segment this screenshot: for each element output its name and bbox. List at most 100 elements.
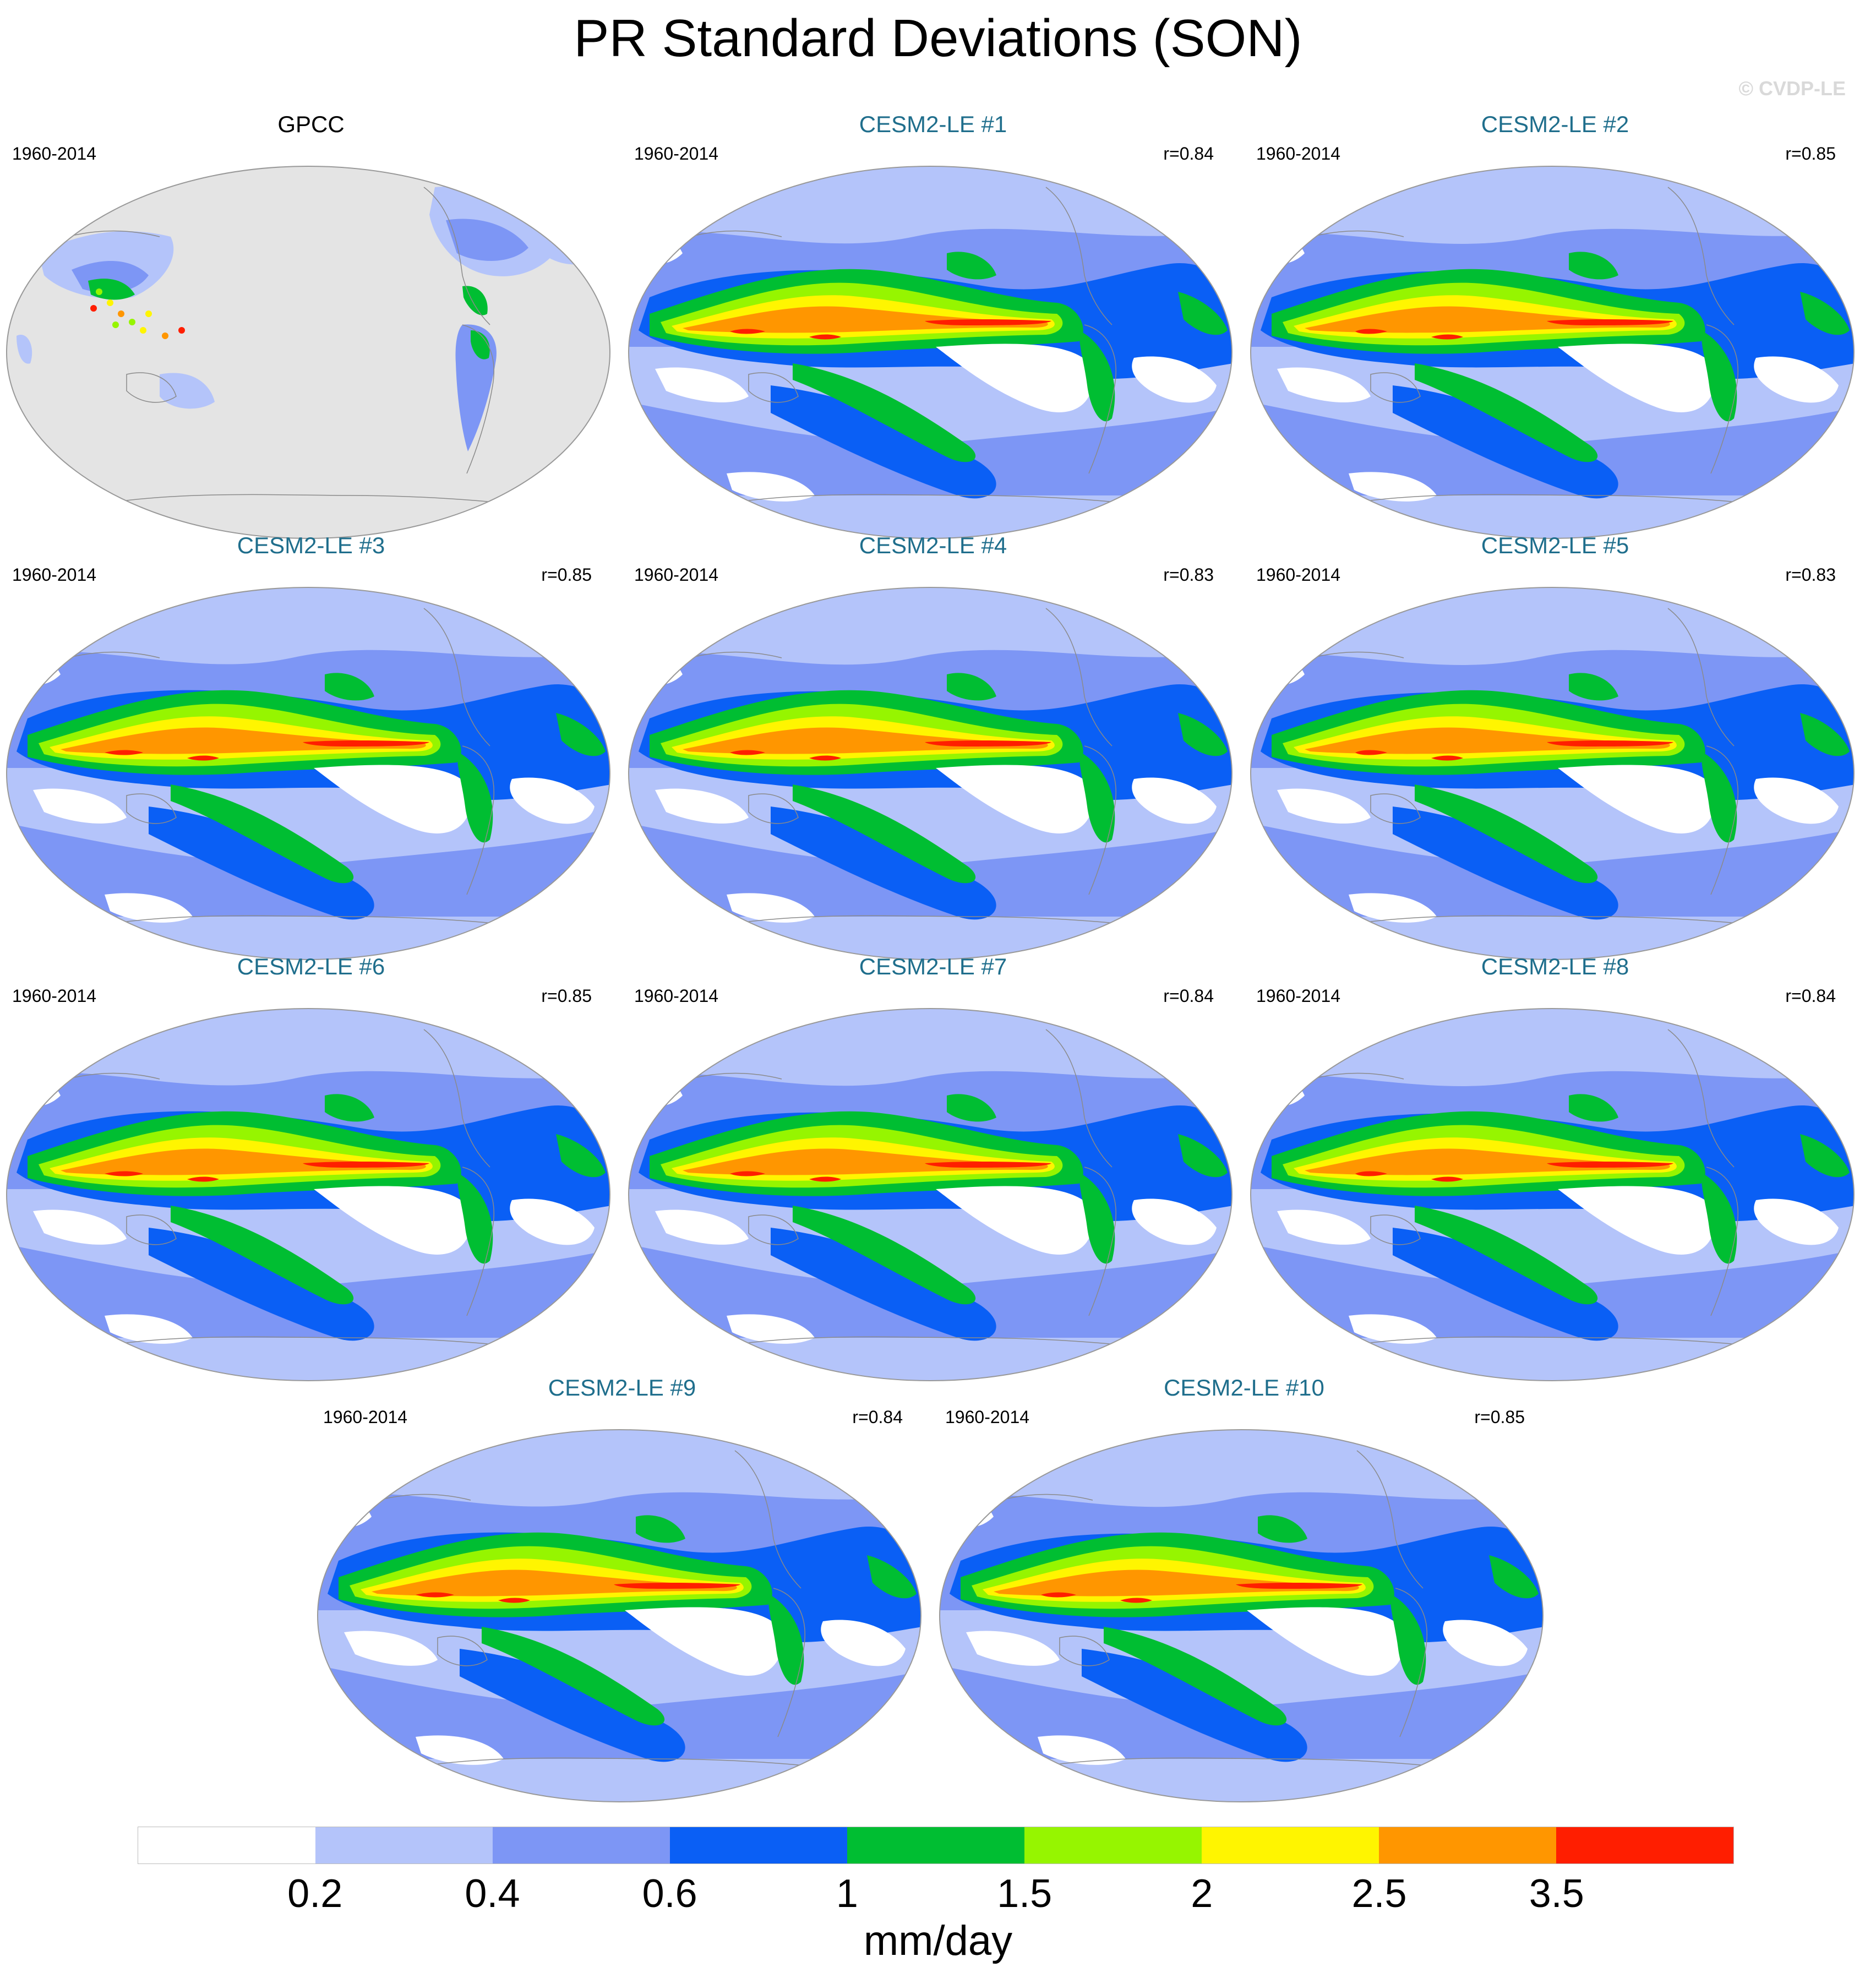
precip-contour [1569, 673, 1618, 701]
precip-contour [1251, 1066, 1305, 1107]
precip-contour [768, 1594, 804, 1685]
colorbar-segment [670, 1827, 847, 1863]
precip-contour [1800, 713, 1850, 756]
precip-contour [556, 1134, 606, 1178]
precip-contour [1079, 751, 1115, 843]
precip-contour [1489, 1555, 1539, 1599]
precip-contour [1277, 367, 1371, 402]
coastline [423, 608, 490, 746]
coastline [1045, 187, 1112, 325]
colorbar-tick-label: 1.5 [997, 1872, 1052, 1916]
precip-contour [809, 755, 841, 761]
figure-title: PR Standard Deviations (SON) [574, 9, 1302, 68]
map-panel: CESM2-LE #7 1960-2014 r=0.84 [628, 952, 1239, 1381]
precip-contour [1431, 334, 1463, 340]
precip-contour [1355, 329, 1387, 334]
precip-contour [325, 1094, 374, 1122]
map-border [628, 166, 1233, 539]
coastline [710, 494, 1157, 507]
colorbar-tick-label: 0.2 [287, 1872, 343, 1916]
precip-contour [994, 1570, 1359, 1596]
panel-period: 1960-2014 [634, 565, 719, 585]
precip-contour [149, 1228, 374, 1341]
precip-contour [1277, 1209, 1371, 1245]
coastline [1059, 1636, 1110, 1666]
coastline [734, 1450, 801, 1589]
robinson-map [628, 1008, 1233, 1381]
map-panel: CESM2-LE #10 1960-2014 r=0.85 [939, 1374, 1550, 1802]
precip-contour [1558, 1186, 1715, 1255]
precip-contour [171, 1206, 354, 1305]
colorbar-segment [315, 1827, 493, 1863]
precip-contour [727, 1314, 815, 1344]
coastline [1706, 745, 1738, 895]
map-border [1250, 587, 1855, 960]
precip-contour [1178, 1134, 1228, 1178]
precip-contour [793, 1206, 976, 1305]
map-panel: CESM2-LE #9 1960-2014 r=0.84 [317, 1374, 928, 1802]
colorbar-segment [138, 1827, 315, 1863]
precip-contour [966, 1631, 1060, 1666]
coastline [1332, 1336, 1779, 1349]
colorbar-segment [1202, 1827, 1379, 1863]
robinson-map [1250, 166, 1855, 539]
precip-contour [171, 784, 354, 884]
map-panel: CESM2-LE #6 1960-2014 r=0.85 [6, 952, 617, 1381]
copyright-label: © CVDP-LE [1738, 77, 1846, 100]
precip-contour [1236, 1582, 1362, 1589]
precip-contour [1569, 252, 1618, 280]
map-border [628, 587, 1233, 960]
precip-contour [33, 788, 127, 824]
colorbar-segment [1556, 1827, 1733, 1863]
precip-contour [1754, 356, 1839, 403]
coastline [1084, 745, 1116, 895]
coastline [748, 1214, 799, 1245]
precip-contour [187, 1176, 219, 1182]
map-border [6, 166, 610, 539]
precip-contour [1305, 1148, 1670, 1175]
precip-contour [809, 1176, 841, 1182]
precip-contour [1349, 1314, 1437, 1344]
robinson-map [6, 166, 610, 539]
precip-contour [727, 893, 815, 923]
precip-contour [730, 750, 765, 755]
panel-pattern-correlation: r=0.84 [1163, 144, 1214, 164]
precip-contour [771, 807, 996, 920]
colorbar-tick-label: 3.5 [1529, 1872, 1584, 1916]
precip-contour [1305, 306, 1670, 333]
precip-contour [683, 306, 1048, 333]
precip-contour [925, 319, 1051, 325]
precip-contour [925, 740, 1051, 746]
precip-contour [1041, 1592, 1076, 1598]
precip-contour [867, 1555, 917, 1599]
precip-contour [1754, 777, 1839, 824]
coastline [1370, 1214, 1421, 1245]
panel-pattern-correlation: r=0.85 [1474, 1407, 1525, 1427]
panel-period: 1960-2014 [1256, 986, 1341, 1006]
precip-contour [1104, 1627, 1287, 1726]
precip-contour [1415, 784, 1598, 884]
precip-point [140, 327, 146, 334]
coastline [1356, 1450, 1424, 1589]
precip-contour [1258, 1515, 1307, 1543]
precip-contour [655, 788, 749, 824]
precip-contour [655, 367, 749, 402]
map-panel: CESM2-LE #2 1960-2014 r=0.85 [1250, 110, 1861, 539]
precip-contour [683, 727, 1048, 754]
precip-point [162, 333, 168, 339]
panel-period: 1960-2014 [634, 986, 719, 1006]
precip-contour [947, 1094, 996, 1122]
precip-contour [1178, 292, 1228, 335]
coastline [710, 1336, 1157, 1349]
precip-contour [614, 1582, 740, 1589]
coastline [423, 187, 490, 325]
precip-contour [457, 751, 493, 843]
precip-point [145, 310, 152, 317]
precip-contour [457, 1173, 493, 1264]
precip-contour [105, 1314, 193, 1344]
panel-period: 1960-2014 [12, 986, 97, 1006]
precip-contour [460, 1649, 685, 1762]
precip-contour [1800, 1134, 1850, 1178]
precip-contour [1393, 807, 1618, 920]
precip-contour [416, 1592, 454, 1598]
